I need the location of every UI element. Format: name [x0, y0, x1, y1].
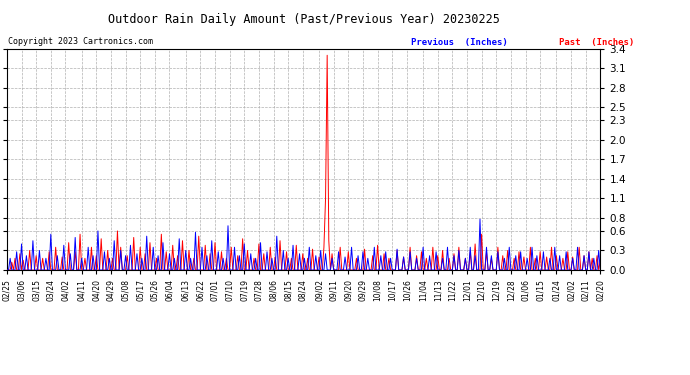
Text: Past  (Inches): Past (Inches): [559, 38, 634, 46]
Text: Outdoor Rain Daily Amount (Past/Previous Year) 20230225: Outdoor Rain Daily Amount (Past/Previous…: [108, 13, 500, 26]
Text: Previous  (Inches): Previous (Inches): [411, 38, 507, 46]
Text: Copyright 2023 Cartronics.com: Copyright 2023 Cartronics.com: [8, 38, 153, 46]
